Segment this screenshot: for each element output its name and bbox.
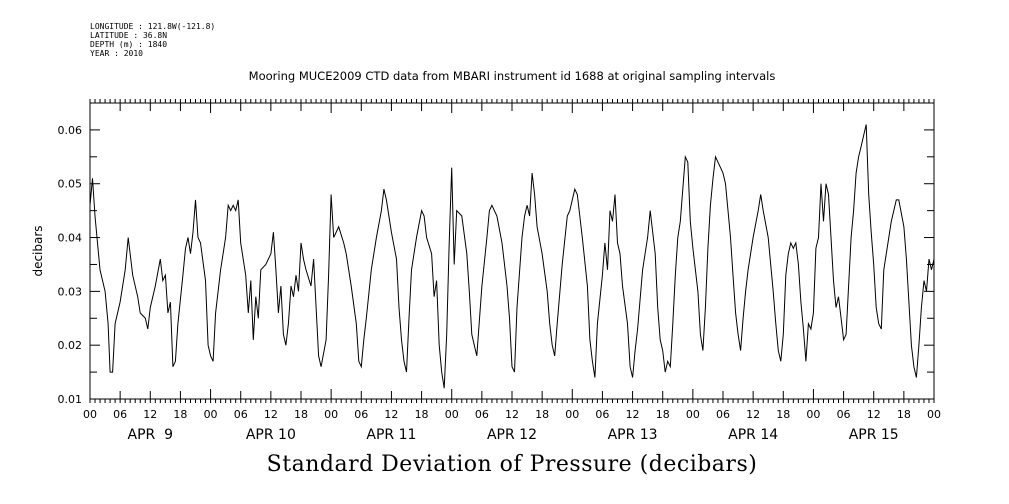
y-axis-label: decibars [31, 225, 45, 276]
x-day-label: APR 14 [728, 427, 778, 443]
y-axis: 0.01 0.02 0.03 0.04 0.05 0.06 [58, 102, 934, 406]
x-tick-label: 00 [445, 408, 459, 421]
x-day-label: APR 12 [487, 427, 537, 443]
x-day-label: APR 15 [849, 427, 899, 443]
x-tick-label: 12 [626, 408, 640, 421]
x-tick-label: 18 [776, 408, 790, 421]
x-tick-label: 18 [415, 408, 429, 421]
y-tick-label: 0.01 [58, 393, 83, 406]
header-metadata: LONGITUDE : 121.8W(-121.8) LATITUDE : 36… [90, 22, 215, 58]
x-tick-label: 18 [173, 408, 187, 421]
x-tick-label: 00 [565, 408, 579, 421]
x-tick-label: 06 [595, 408, 609, 421]
latitude-label: LATITUDE : 36.8N [90, 31, 168, 40]
x-tick-label: 06 [475, 408, 489, 421]
minor-ticks [89, 99, 935, 403]
depth-label: DEPTH (m) : 1840 [90, 40, 168, 49]
x-day-label: APR 10 [246, 427, 296, 443]
x-tick-label: 18 [535, 408, 549, 421]
chart-svg: 0.01 0.02 0.03 0.04 0.05 0.06 00 06 12 18 00 06 12 1… [31, 99, 941, 443]
x-tick-label: 00 [806, 408, 820, 421]
chart-title: Mooring MUCE2009 CTD data from MBARI ins… [248, 69, 776, 83]
plot-frame [89, 102, 935, 400]
x-tick-label: 06 [234, 408, 248, 421]
x-tick-label: 12 [746, 408, 760, 421]
y-tick-label: 0.02 [58, 339, 83, 352]
longitude-label: LONGITUDE : 121.8W(-121.8) [90, 22, 216, 31]
x-day-label: APR 11 [366, 427, 416, 443]
x-axis: 00 06 12 18 00 06 12 18 00 06 12 18 00 06 12 18 00 06 12 18… [83, 103, 941, 443]
y-tick-label: 0.05 [58, 178, 83, 191]
x-tick-label: 12 [143, 408, 157, 421]
y-tick-label: 0.06 [58, 124, 83, 137]
x-tick-label: 06 [716, 408, 730, 421]
x-tick-label: 00 [927, 408, 941, 421]
x-tick-label: 00 [324, 408, 338, 421]
x-tick-label: 18 [656, 408, 670, 421]
x-tick-label: 00 [686, 408, 700, 421]
data-series-line [89, 124, 935, 389]
x-axis-label: Standard Deviation of Pressure (decibars… [266, 452, 758, 477]
x-tick-label: 18 [897, 408, 911, 421]
x-tick-label: 06 [113, 408, 127, 421]
x-tick-label: 06 [354, 408, 368, 421]
y-tick-label: 0.03 [58, 285, 83, 298]
x-tick-label: 12 [505, 408, 519, 421]
x-tick-label: 06 [837, 408, 851, 421]
year-label: YEAR : 2010 [90, 49, 143, 58]
x-tick-label: 00 [83, 408, 97, 421]
y-tick-label: 0.04 [58, 232, 83, 245]
x-tick-label: 18 [294, 408, 308, 421]
x-tick-label: 00 [204, 408, 218, 421]
x-tick-label: 12 [867, 408, 881, 421]
x-day-label: APR 9 [128, 427, 174, 443]
x-tick-label: 12 [264, 408, 278, 421]
x-tick-label: 12 [384, 408, 398, 421]
x-day-label: APR 13 [608, 427, 658, 443]
